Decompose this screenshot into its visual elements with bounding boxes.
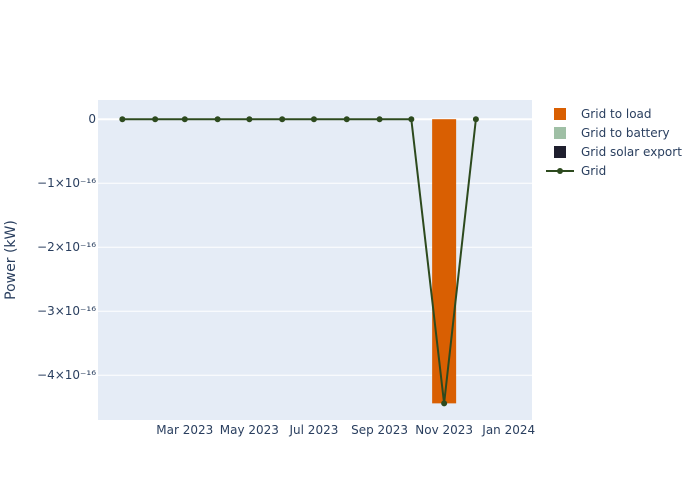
- bars: [432, 119, 457, 404]
- y-tick-label: −2×10⁻¹⁶: [37, 240, 96, 254]
- grid-line-point: [343, 116, 350, 123]
- legend: Grid to load Grid to battery Grid solar ex…: [546, 107, 682, 178]
- y-tick-label: −1×10⁻¹⁶: [37, 176, 96, 190]
- legend-label: Grid: [581, 164, 606, 178]
- grid-line-point: [214, 116, 221, 123]
- legend-marker-grid: [557, 168, 563, 174]
- grid-line-path: [122, 118, 477, 404]
- x-tick-label: Jul 2023: [289, 423, 339, 437]
- x-tick-label: Jan 2024: [481, 423, 535, 437]
- legend-swatch-grid-to-battery: [554, 127, 566, 139]
- grid-line-point: [408, 116, 415, 123]
- y-axis-ticks: 0 −1×10⁻¹⁶ −2×10⁻¹⁶ −3×10⁻¹⁶ −4×10⁻¹⁶: [37, 112, 96, 382]
- grid-line-point: [181, 116, 188, 123]
- grid-line-point: [246, 116, 253, 123]
- grid-line-point: [472, 116, 479, 123]
- grid-line-point: [310, 116, 317, 123]
- grid-line-point: [152, 116, 159, 123]
- x-tick-label: Mar 2023: [156, 423, 213, 437]
- line-series: [119, 116, 479, 407]
- x-tick-label: May 2023: [220, 423, 279, 437]
- x-axis-ticks: Mar 2023 May 2023 Jul 2023 Sep 2023 Nov 2023…: [156, 423, 535, 437]
- y-tick-label: 0: [88, 112, 96, 126]
- y-tick-label: −3×10⁻¹⁶: [37, 304, 96, 318]
- y-axis-title: Power (kW): [3, 220, 19, 300]
- grid-line-point: [279, 116, 286, 123]
- y-tick-label: −4×10⁻¹⁶: [37, 368, 96, 382]
- legend-label: Grid to load: [581, 107, 652, 121]
- bar-grid-to-load: [432, 119, 457, 404]
- legend-label: Grid to battery: [581, 126, 670, 140]
- grid-line-point: [376, 116, 383, 123]
- legend-swatch-grid-to-load: [554, 108, 566, 120]
- x-tick-label: Sep 2023: [351, 423, 408, 437]
- legend-swatch-grid-solar-export: [554, 146, 566, 158]
- grid-line-point: [441, 400, 448, 407]
- legend-label: Grid solar export: [581, 145, 682, 159]
- plot-background: [98, 100, 532, 420]
- grid-line-point: [119, 116, 126, 123]
- x-tick-label: Nov 2023: [415, 423, 473, 437]
